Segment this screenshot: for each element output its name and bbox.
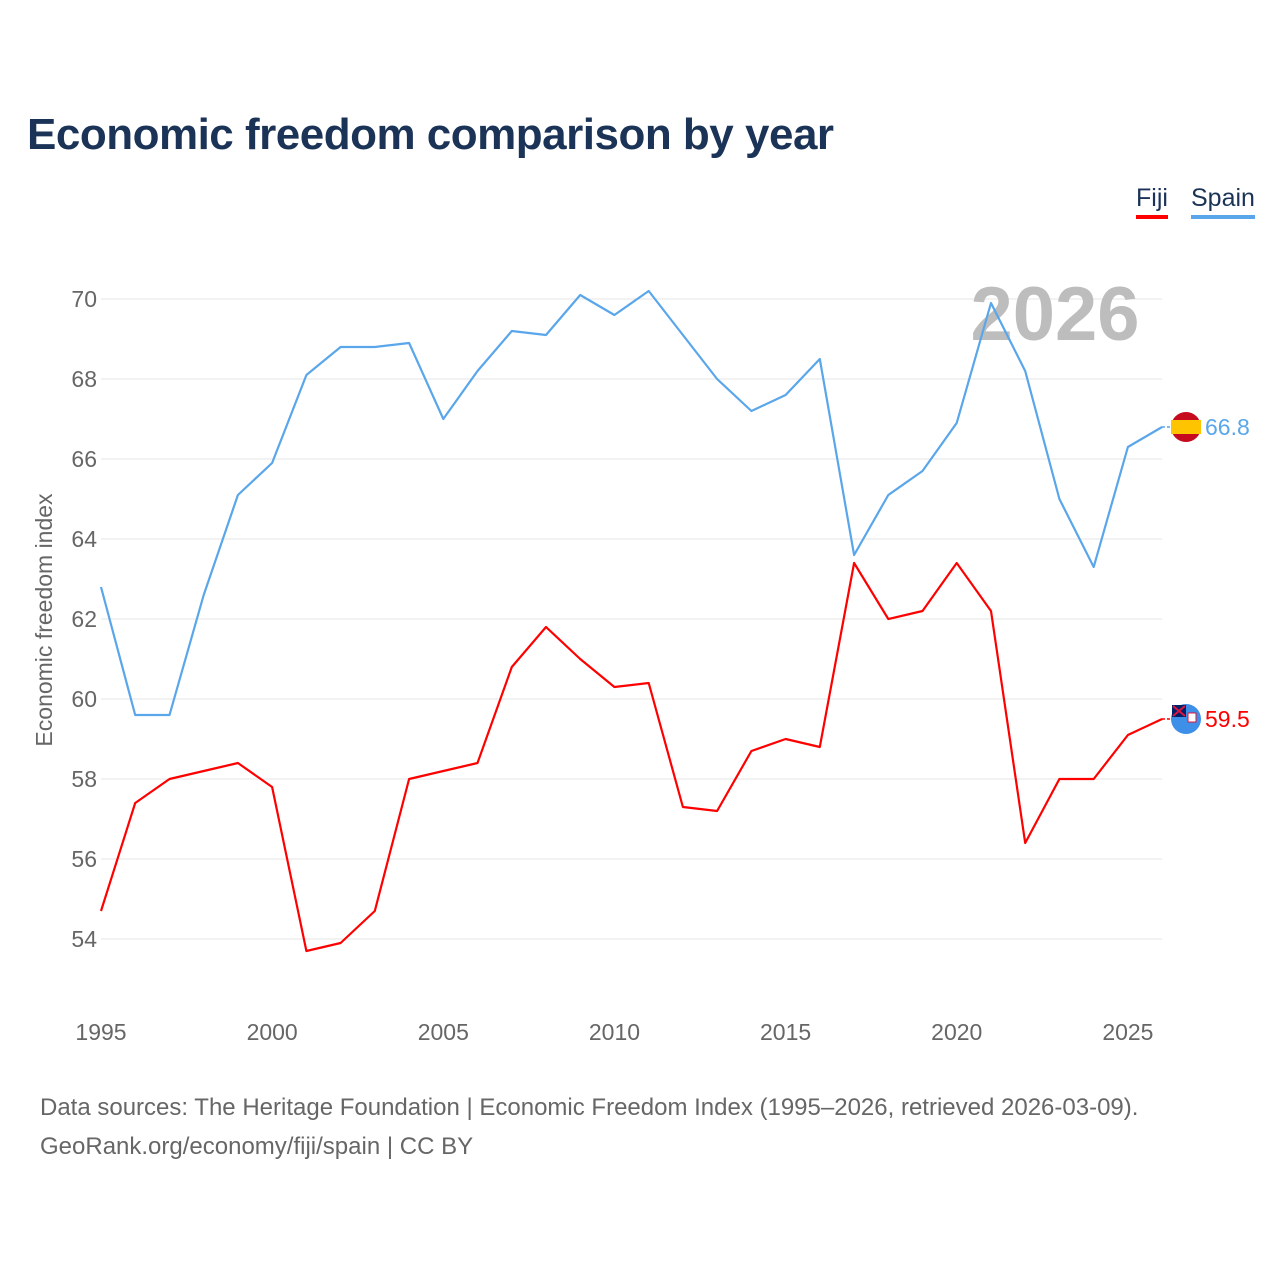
y-tick-label: 62 xyxy=(71,606,97,632)
legend-item-spain[interactable]: Spain xyxy=(1191,184,1255,219)
y-tick-label: 56 xyxy=(71,846,97,872)
y-tick-label: 66 xyxy=(71,446,97,472)
source-link[interactable]: GeoRank.org/economy/fiji/spain | CC BY xyxy=(40,1133,474,1160)
x-tick-label: 2025 xyxy=(1102,1019,1153,1045)
y-tick-label: 64 xyxy=(71,526,97,552)
y-axis-label: Economic freedom index xyxy=(31,493,57,747)
y-tick-label: 68 xyxy=(71,366,97,392)
end-value-label: 66.8 xyxy=(1205,414,1250,440)
x-tick-label: 2015 xyxy=(760,1019,811,1045)
y-tick-label: 60 xyxy=(71,686,97,712)
y-tick-label: 58 xyxy=(71,766,97,792)
y-tick-label: 54 xyxy=(71,926,97,952)
series-line-spain[interactable] xyxy=(99,289,1163,717)
x-tick-label: 2005 xyxy=(418,1019,469,1045)
x-tick-label: 2000 xyxy=(247,1019,298,1045)
y-tick-label: 70 xyxy=(71,286,97,312)
source-text: Data sources: The Heritage Foundation | … xyxy=(40,1094,1139,1121)
year-watermark: 2026 xyxy=(970,272,1139,357)
end-value-label: 59.5 xyxy=(1205,706,1250,732)
x-tick-label: 1995 xyxy=(75,1019,126,1045)
flag-icon-fiji xyxy=(1171,704,1201,734)
legend-item-fiji[interactable]: Fiji xyxy=(1136,184,1168,219)
series-line-fiji[interactable] xyxy=(99,561,1163,953)
flag-icon-spain xyxy=(1171,412,1201,442)
x-tick-label: 2020 xyxy=(931,1019,982,1045)
footer: Data sources: The Heritage Foundation | … xyxy=(40,1088,1138,1166)
x-tick-label: 2010 xyxy=(589,1019,640,1045)
chart-title: Economic freedom comparison by year xyxy=(27,110,834,159)
